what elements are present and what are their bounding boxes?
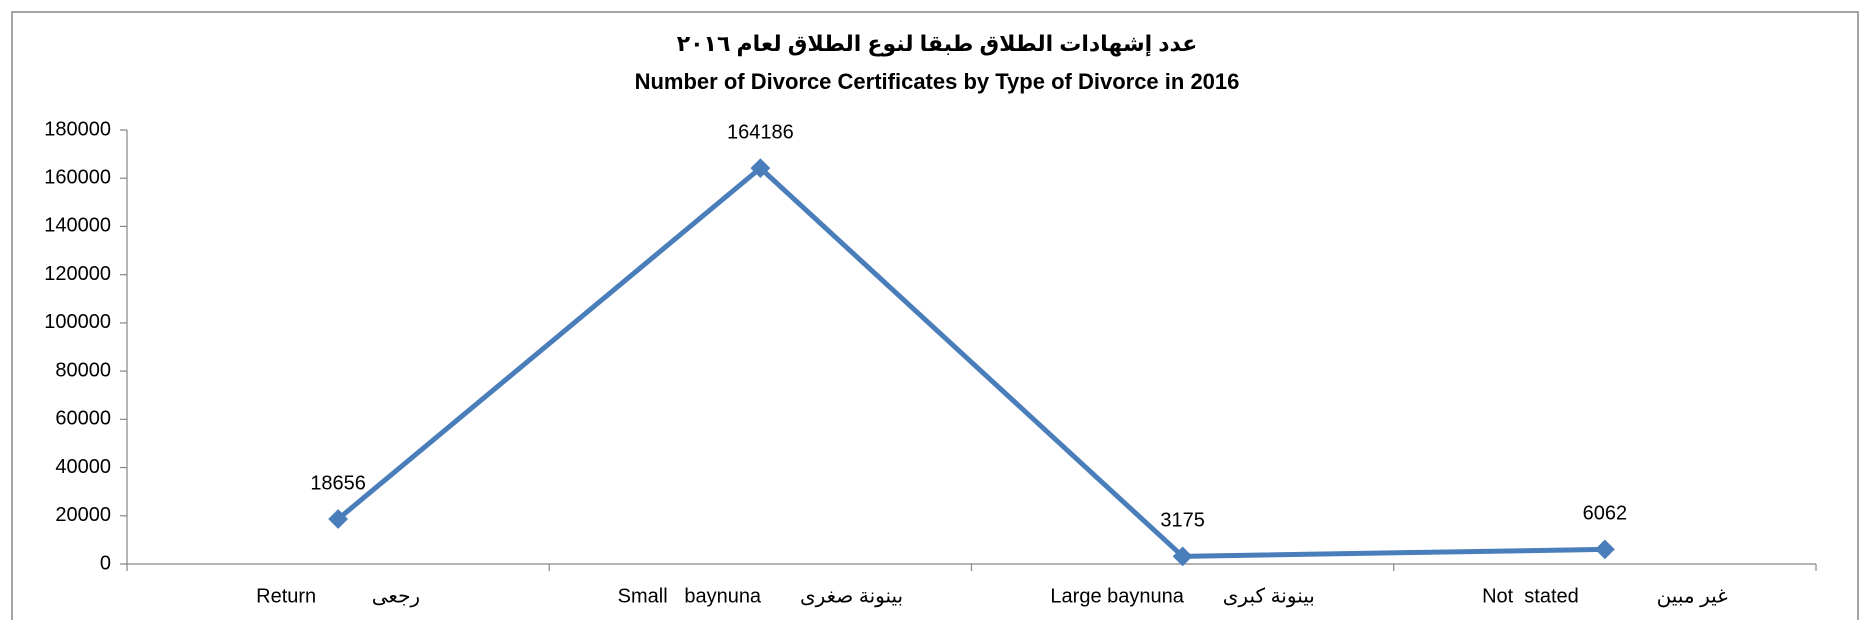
y-tick-label: 160000 bbox=[44, 167, 111, 189]
line bbox=[336, 165, 1605, 559]
y-tick-label: 140000 bbox=[44, 215, 111, 237]
chart-title: عدد إشهادات الطلاق طبقا لنوع الطلاق لعام… bbox=[677, 31, 1198, 57]
y-tick-label: 20000 bbox=[55, 504, 111, 526]
x-tick-label: Small baynuna بينونة صغرى bbox=[618, 585, 903, 607]
x-tick-label: Return رجعى bbox=[256, 585, 420, 607]
chart-subtitle: Number of Divorce Certificates by Type o… bbox=[635, 69, 1240, 94]
y-tick-label: 100000 bbox=[44, 311, 111, 333]
x-tick-label: Not stated غير مبين bbox=[1482, 585, 1728, 607]
y-tick-label: 60000 bbox=[55, 408, 111, 430]
y-tick-label: 180000 bbox=[44, 118, 111, 140]
marker bbox=[1594, 539, 1615, 560]
y-tick-label: 0 bbox=[100, 552, 111, 574]
y-tick-label: 120000 bbox=[44, 263, 111, 285]
marker bbox=[328, 509, 349, 529]
y-tick-label: 80000 bbox=[55, 359, 111, 381]
chart-frame bbox=[11, 11, 1859, 620]
data-label: 6062 bbox=[1583, 503, 1628, 525]
data-label: 3175 bbox=[1160, 510, 1205, 532]
data-label: 164186 bbox=[727, 121, 794, 143]
y-tick-label: 40000 bbox=[55, 456, 111, 478]
data-label: 18656 bbox=[310, 472, 366, 494]
marker bbox=[1172, 546, 1193, 567]
x-tick-label: Large baynuna بينونة كبرى bbox=[1050, 585, 1314, 607]
